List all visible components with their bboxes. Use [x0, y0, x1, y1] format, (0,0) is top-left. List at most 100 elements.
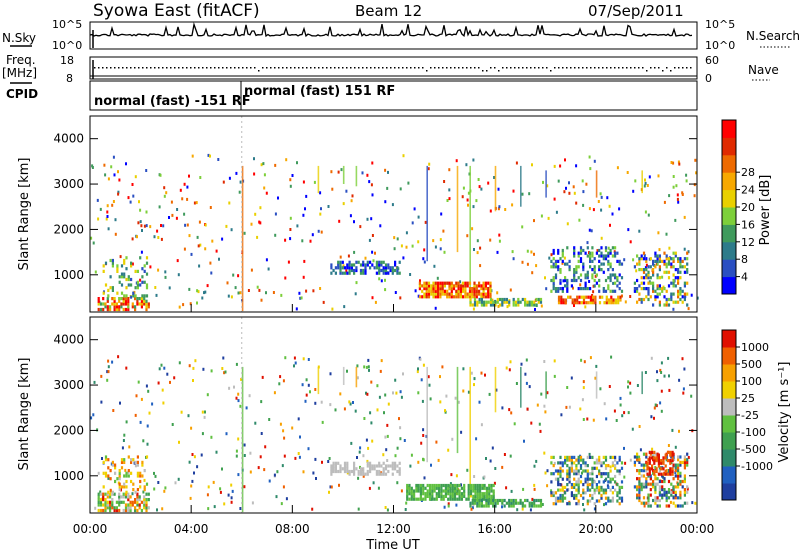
echo-cell [598, 268, 601, 272]
echo-cell [577, 259, 580, 263]
echo-cell [647, 281, 650, 285]
echo-cell [328, 457, 331, 460]
echo-cell [579, 257, 583, 261]
echo-cell [320, 207, 322, 211]
echo-cell [570, 461, 573, 465]
echo-cell [391, 467, 394, 471]
echo-cell [582, 268, 585, 272]
echo-cell [334, 469, 337, 474]
echo-cell [206, 493, 209, 497]
echo-cell [299, 296, 302, 300]
echo-cell [466, 198, 469, 202]
echo-cell [579, 466, 583, 470]
echo-cell [677, 482, 680, 486]
station-title: Syowa East (fitACF) [93, 1, 260, 21]
echo-cell [384, 278, 386, 282]
echo-cell [330, 469, 333, 474]
echo-cell [448, 281, 451, 285]
echo-cell [667, 297, 671, 302]
freq-point [214, 67, 216, 69]
echo-cell [422, 497, 425, 501]
echo-cell [268, 479, 271, 483]
echo-cell [443, 250, 446, 254]
echo-cell [136, 297, 139, 301]
echo-cell [638, 496, 641, 500]
freq-point [278, 67, 280, 69]
echo-cell [450, 292, 453, 296]
echo-cell [136, 492, 139, 496]
echo-cell [348, 263, 351, 267]
echo-cell [677, 281, 680, 285]
echo-cell [485, 300, 488, 304]
freq-point [662, 70, 664, 72]
echo-cell [447, 489, 450, 493]
echo-cell [620, 276, 624, 280]
echo-cell [430, 463, 432, 467]
echo-cell [228, 201, 231, 205]
echo-cell [503, 498, 506, 503]
echo-cell [454, 396, 457, 400]
echo-cell [259, 221, 262, 225]
freq-point [678, 67, 680, 69]
echo-cell [446, 199, 449, 202]
echo-cell [497, 187, 500, 191]
echo-cell [127, 495, 130, 499]
echo-cell [548, 256, 551, 260]
echo-cell [633, 463, 636, 467]
echo-cell [106, 500, 109, 504]
echo-cell [430, 284, 433, 288]
echo-cell [143, 506, 146, 510]
echo-cell [394, 378, 397, 382]
echo-cell [134, 500, 137, 504]
echo-cell [111, 286, 114, 290]
echo-cell [455, 281, 458, 285]
freq-point [226, 67, 228, 69]
echo-cell [317, 229, 320, 233]
echo-cell [475, 292, 478, 296]
echo-cell [616, 493, 619, 498]
echo-cell [455, 159, 458, 163]
echo-cell [659, 401, 662, 405]
echo-cell [422, 492, 425, 496]
echo-cell [677, 276, 680, 280]
echo-cell [476, 504, 479, 508]
echo-cell [380, 359, 383, 363]
echo-cell [120, 488, 122, 492]
echo-cell [683, 474, 686, 478]
echo-cell [426, 494, 429, 498]
echo-cell [471, 292, 474, 296]
echo-cell [667, 262, 671, 266]
echo-cell [267, 267, 270, 271]
echo-cell [455, 503, 458, 507]
echo-cell [609, 455, 612, 459]
echo-cell [489, 459, 492, 463]
echo-cell [614, 246, 617, 250]
freq-point [334, 67, 336, 69]
echo-cell [436, 276, 439, 280]
echo-cell [235, 171, 238, 175]
echo-cell [330, 472, 333, 476]
echo-cell [652, 479, 655, 484]
echo-cell [124, 468, 127, 472]
echo-cell [182, 303, 185, 307]
echo-cell [592, 418, 595, 422]
echo-cell [658, 276, 661, 280]
echo-cell [145, 169, 148, 172]
echo-cell [539, 498, 543, 503]
echo-cell [664, 472, 667, 476]
echo-cell [139, 220, 142, 224]
echo-cell [337, 461, 340, 465]
echo-cell [686, 292, 689, 296]
echo-cell [508, 501, 511, 505]
echo-cell [683, 367, 686, 371]
echo-cell [476, 492, 479, 496]
echo-cell [686, 303, 689, 307]
echo-cell [204, 410, 206, 414]
echo-cell [330, 467, 333, 471]
echo-cell [399, 437, 402, 441]
echo-cell [568, 405, 571, 409]
echo-cell [598, 278, 601, 283]
echo-cell [674, 268, 677, 272]
echo-cell [674, 493, 677, 497]
echo-cell [580, 301, 583, 305]
